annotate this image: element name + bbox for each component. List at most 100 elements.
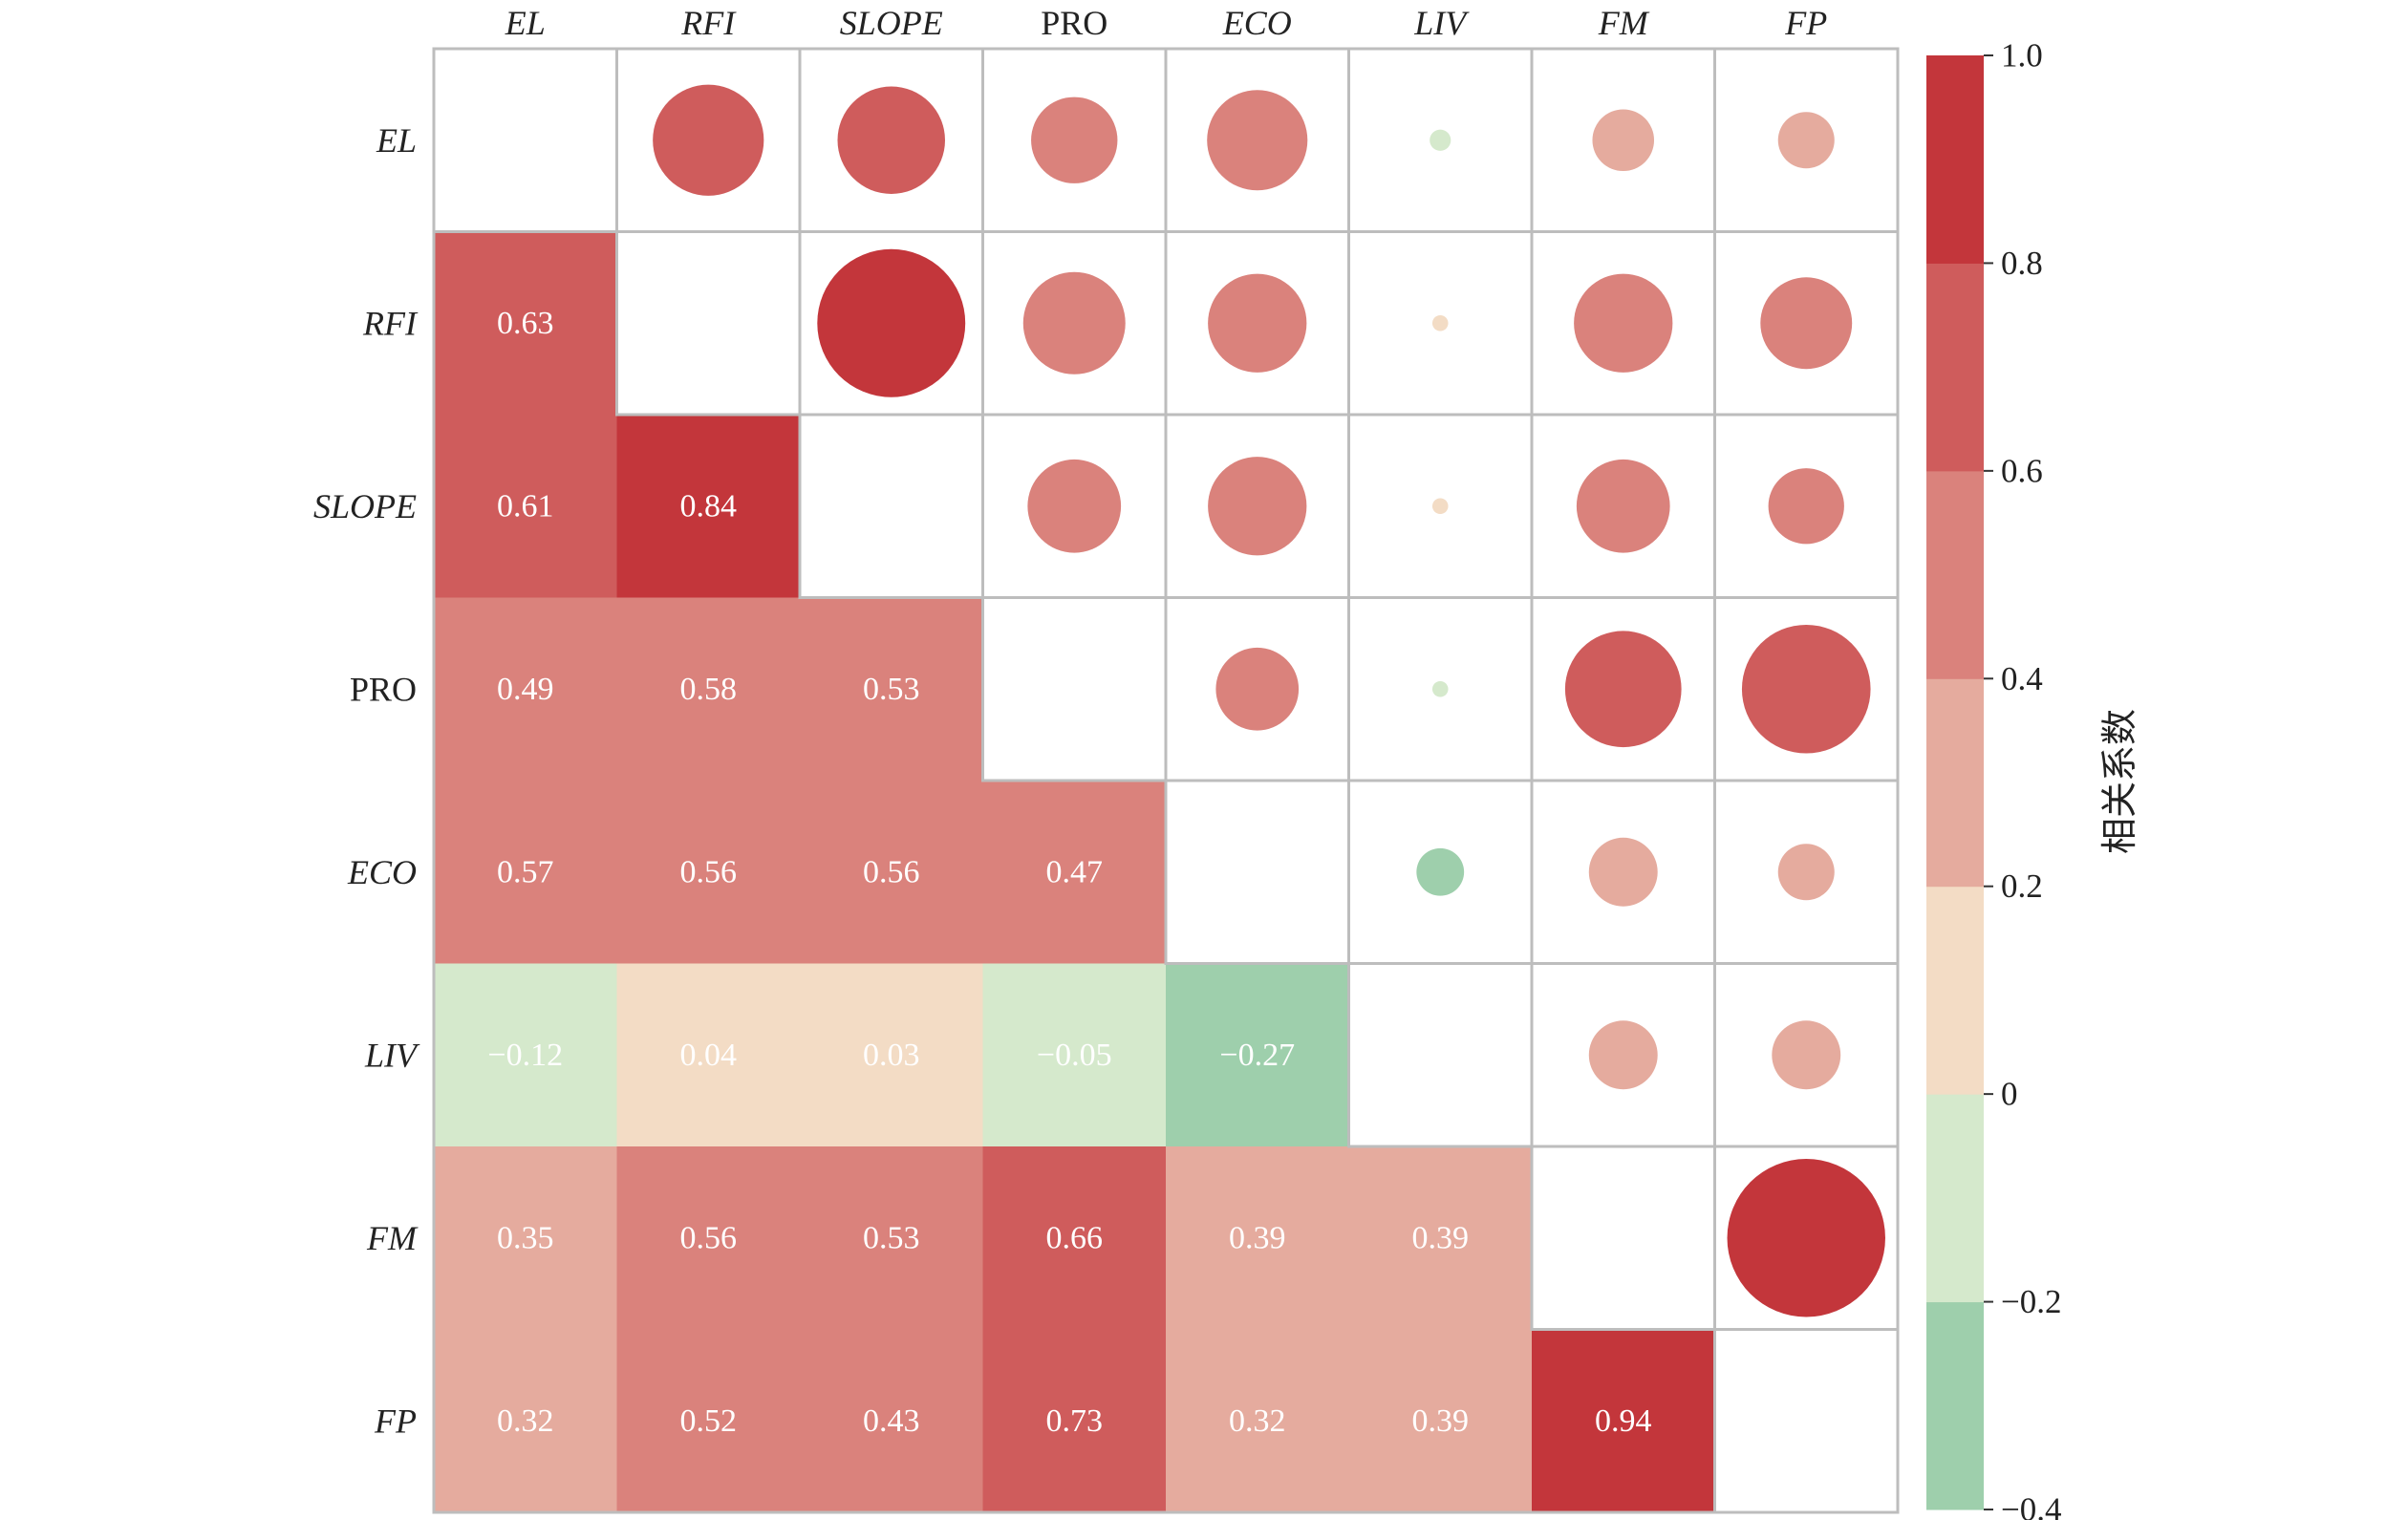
correlation-circle (1777, 112, 1835, 169)
grid-cell (615, 230, 802, 417)
heat-cell (616, 781, 801, 965)
heat-cell (434, 963, 618, 1147)
cell-value: 0.94 (1595, 1403, 1652, 1439)
cell-value: 0.39 (1412, 1220, 1470, 1255)
colorbar-tick-label: 1.0 (2001, 37, 2043, 75)
heat-cell (434, 1329, 618, 1513)
heat-cell (1532, 1329, 1716, 1513)
grid-cell (432, 47, 618, 233)
heat-cell (434, 781, 618, 965)
correlation-circle (1431, 680, 1449, 697)
colorbar-tick-label: 0.8 (2001, 245, 2043, 282)
correlation-circle (1208, 457, 1307, 556)
colorbar-bin (1926, 678, 1984, 888)
colorbar-bin (1926, 55, 1984, 264)
cell-value: 0.66 (1046, 1220, 1104, 1255)
correlation-circle (1772, 1020, 1841, 1090)
correlation-circle (1027, 459, 1122, 553)
grid-cell (1530, 1145, 1716, 1331)
correlation-circle (1031, 96, 1118, 183)
cell-value: 0.56 (863, 854, 920, 889)
cell-value: 0.84 (680, 488, 738, 524)
heat-cell (1166, 1146, 1350, 1331)
grid-cell (1164, 779, 1350, 965)
cell-value: 0.35 (497, 1220, 554, 1255)
cell-value: 0.58 (680, 672, 738, 707)
cell-value: 0.63 (497, 306, 554, 341)
correlation-circle (1588, 1020, 1658, 1090)
correlation-circle (1576, 459, 1670, 553)
cell-value: 0.03 (863, 1038, 920, 1073)
column-label: FP (1784, 4, 1827, 42)
heat-cell (616, 1329, 801, 1513)
column-label: PRO (1041, 4, 1107, 42)
correlation-circle (1207, 90, 1308, 191)
cell-value: 0.57 (497, 854, 554, 889)
column-label: FM (1598, 4, 1650, 42)
row-label: RFI (362, 304, 419, 342)
cell-value: 0.32 (497, 1403, 554, 1439)
correlation-circle (837, 86, 945, 194)
heat-cell (434, 415, 618, 599)
correlation-circle (1431, 498, 1449, 515)
cell-value: 0.39 (1412, 1403, 1470, 1439)
colorbar-tick-label: 0.4 (2001, 660, 2043, 697)
heat-cell (616, 1146, 801, 1331)
cell-value: 0.43 (863, 1403, 920, 1439)
column-label: SLOPE (840, 4, 943, 42)
cell-value: 0.47 (1046, 854, 1104, 889)
grid-cell (798, 413, 984, 599)
heat-cell (1348, 1329, 1533, 1513)
correlation-circle (1777, 844, 1835, 901)
heat-cell (800, 781, 984, 965)
cell-value: −0.27 (1219, 1038, 1295, 1073)
correlation-circle (1430, 129, 1451, 151)
row-label: PRO (350, 670, 417, 708)
colorbar-tick-label: 0 (2001, 1076, 2018, 1113)
cell-value: −0.12 (487, 1038, 563, 1073)
correlation-circle (1208, 273, 1307, 373)
correlation-circle (1431, 314, 1449, 332)
correlation-circle (1592, 109, 1655, 172)
colorbar-bin (1926, 263, 1984, 472)
heat-cell (982, 781, 1167, 965)
row-label: FP (374, 1402, 417, 1440)
heat-cell (800, 1329, 984, 1513)
colorbar-tick-label: 0.2 (2001, 867, 2043, 905)
column-label: ECO (1222, 4, 1292, 42)
heat-cell (800, 1146, 984, 1331)
colorbar-bin (1926, 1094, 1984, 1303)
colorbar-tick-label: 0.6 (2001, 452, 2043, 489)
correlation-circle (1416, 847, 1465, 896)
column-label: EL (505, 4, 546, 42)
matrix-border (432, 47, 1900, 1514)
cell-value: 0.52 (680, 1403, 738, 1439)
correlation-circle (1760, 277, 1853, 370)
colorbar-bin (1926, 886, 1984, 1095)
heat-cell (434, 231, 618, 416)
heat-cell (982, 1146, 1167, 1331)
cell-value: 0.53 (863, 672, 920, 707)
correlation-circle (653, 84, 764, 196)
column-label: LIV (1413, 4, 1470, 42)
row-label: LIV (364, 1036, 420, 1074)
heat-cell (982, 1329, 1167, 1513)
colorbar-tick-label: −0.2 (2001, 1283, 2062, 1320)
row-label: ECO (347, 853, 417, 891)
heat-cell (800, 963, 984, 1147)
grid-cell (1713, 1328, 1900, 1514)
colorbar-tick-label: −0.4 (2001, 1491, 2062, 1520)
cell-value: 0.56 (680, 1220, 738, 1255)
cell-value: 0.73 (1046, 1403, 1104, 1439)
correlation-circle (1022, 271, 1126, 375)
cell-value: 0.53 (863, 1220, 920, 1255)
heat-cell (434, 1146, 618, 1331)
heat-cell (616, 415, 801, 599)
correlation-circle (1588, 837, 1658, 907)
correlation-circle (1741, 624, 1871, 754)
correlation-circle (1727, 1159, 1885, 1317)
colorbar-bin (1926, 470, 1984, 679)
row-label: SLOPE (313, 487, 417, 525)
